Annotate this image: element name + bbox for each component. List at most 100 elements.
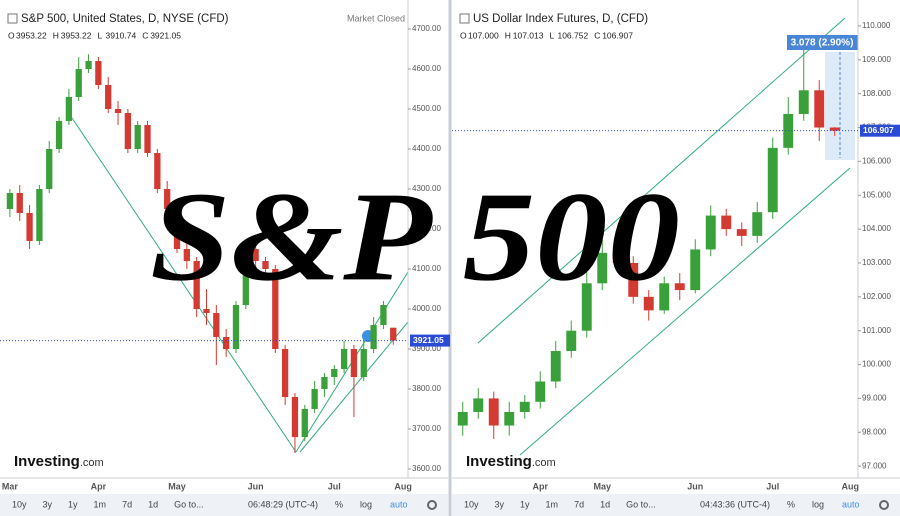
- candle-body: [46, 149, 53, 189]
- toolbar-button[interactable]: 1d: [600, 499, 610, 509]
- y-tick-label: 101.000: [862, 326, 891, 335]
- trend-line: [477, 17, 846, 344]
- candle-body: [380, 305, 387, 325]
- x-tick-label: Aug: [394, 481, 412, 491]
- x-tick-label: Apr: [533, 481, 549, 491]
- candle-body: [736, 229, 747, 236]
- overlay-title: S&P 500: [150, 165, 680, 307]
- candle-body: [597, 252, 608, 284]
- y-tick-label: 103.000: [862, 258, 891, 267]
- candle-body: [105, 85, 112, 109]
- y-tick-label: 4600.00: [412, 64, 441, 73]
- title-icon: [459, 13, 470, 24]
- toolbar-option[interactable]: %: [335, 499, 343, 509]
- candle-body: [519, 401, 530, 412]
- candle-body: [457, 411, 468, 426]
- candle-body: [252, 249, 259, 261]
- settings-icon[interactable]: [879, 500, 889, 510]
- candle-body: [331, 369, 338, 377]
- toolbar-button[interactable]: 7d: [122, 499, 132, 509]
- candle-body: [550, 351, 561, 382]
- y-tick-label: 97.000: [862, 461, 887, 470]
- candle-body: [566, 330, 577, 352]
- y-tick-label: 3800.00: [412, 384, 441, 393]
- toolbar-button[interactable]: Go to...: [626, 499, 656, 509]
- toolbar-option[interactable]: auto: [390, 499, 408, 509]
- toolbar-time: 06:48:29 (UTC-4): [248, 499, 318, 509]
- candle-body: [124, 113, 132, 149]
- ohlc-value: 106.752: [557, 30, 588, 40]
- ohlc-value: 107.013: [513, 30, 544, 40]
- candle-body: [213, 313, 220, 337]
- candle-body: [36, 189, 43, 241]
- toolbar-button[interactable]: 7d: [574, 499, 584, 509]
- ohlc-key: H: [53, 30, 59, 40]
- candle-body: [752, 212, 763, 236]
- toolbar-button[interactable]: 1d: [148, 499, 158, 509]
- toolbar-button[interactable]: 1m: [94, 499, 107, 509]
- toolbar-option[interactable]: auto: [842, 499, 860, 509]
- toolbar-button[interactable]: Go to...: [174, 499, 204, 509]
- ohlc-value: 3953.22: [61, 30, 92, 40]
- candle-body: [144, 125, 151, 153]
- candle-body: [721, 215, 732, 230]
- x-tick-label: Jul: [766, 481, 779, 491]
- candle-body: [504, 411, 515, 426]
- candle-body: [767, 147, 778, 213]
- toolbar-time: 04:43:36 (UTC-4): [700, 499, 770, 509]
- price-box: [410, 334, 450, 347]
- toolbar-button[interactable]: 1m: [546, 499, 559, 509]
- candle-body: [628, 262, 639, 297]
- ohlc-value: 3921.05: [150, 30, 181, 40]
- y-tick-label: 110.000: [862, 21, 891, 30]
- candle-body: [85, 61, 92, 69]
- toolbar-button[interactable]: 1y: [68, 499, 78, 509]
- ohlc-key: C: [142, 30, 148, 40]
- measure-label: 3.078 (2.90%): [791, 38, 854, 49]
- toolbar-button[interactable]: 10y: [464, 499, 479, 509]
- watermark-brand: Investing: [466, 453, 532, 470]
- candle-body: [370, 325, 377, 349]
- toolbar-button[interactable]: 10y: [12, 499, 27, 509]
- toolbar-option[interactable]: %: [787, 499, 795, 509]
- candle-body: [26, 213, 33, 241]
- x-tick-label: Jun: [248, 481, 264, 491]
- candle-body: [659, 283, 670, 311]
- candle-body: [301, 409, 308, 437]
- chart-title: US Dollar Index Futures, D, (CFD): [473, 13, 648, 25]
- toolbar-button[interactable]: 1y: [520, 499, 530, 509]
- y-tick-label: 3700.00: [412, 424, 441, 433]
- ohlc-value: 3953.22: [16, 30, 47, 40]
- y-tick-label: 4700.00: [412, 24, 441, 33]
- watermark-domain: .com: [532, 457, 556, 469]
- toolbar-button[interactable]: 3y: [495, 499, 505, 509]
- x-tick-label: Jul: [328, 481, 341, 491]
- candle-body: [203, 309, 210, 313]
- candle-body: [581, 283, 592, 331]
- y-tick-label: 4100.00: [412, 264, 441, 273]
- x-tick-label: May: [168, 481, 186, 491]
- settings-icon[interactable]: [427, 500, 437, 510]
- candle-body: [193, 261, 200, 309]
- candle-body: [829, 127, 840, 131]
- y-tick-label: 109.000: [862, 55, 891, 64]
- measure-box: [787, 35, 858, 50]
- x-tick-label: Jun: [687, 481, 703, 491]
- candle-body: [55, 121, 63, 149]
- toolbar-option[interactable]: log: [812, 499, 824, 509]
- candle-body: [173, 209, 181, 249]
- candle-body: [798, 90, 809, 114]
- y-tick-label: 3900.00: [412, 344, 441, 353]
- y-tick-label: 4000.00: [412, 304, 441, 313]
- ohlc-value: 107.000: [468, 30, 499, 40]
- candle-body: [154, 153, 161, 189]
- candle-body: [281, 349, 289, 397]
- chart-title: S&P 500, United States, D, NYSE (CFD): [21, 13, 229, 25]
- toolbar-option[interactable]: log: [360, 499, 372, 509]
- y-tick-label: 4200.00: [412, 224, 441, 233]
- toolbar-button[interactable]: 3y: [43, 499, 53, 509]
- ohlc-key: O: [460, 30, 467, 40]
- price-label: 3921.05: [413, 335, 444, 345]
